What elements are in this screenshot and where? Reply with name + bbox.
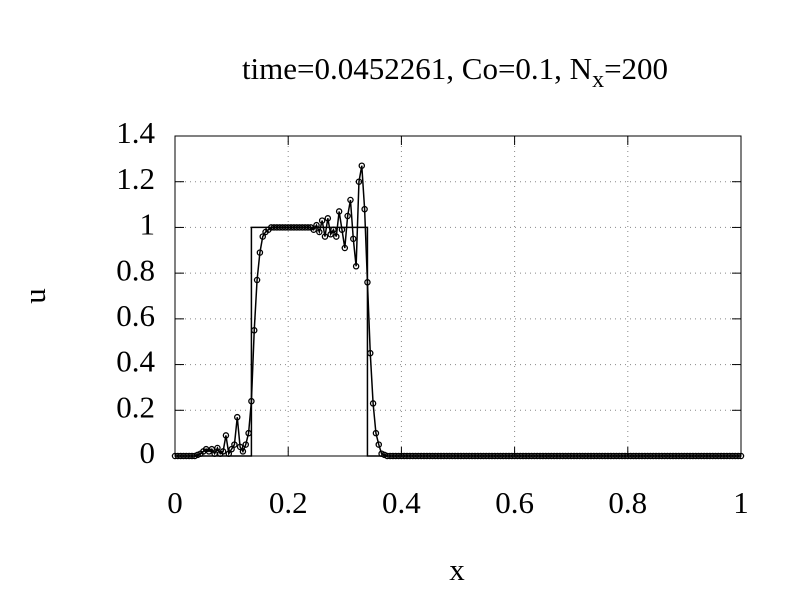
data-point xyxy=(208,445,216,453)
series-line xyxy=(175,165,741,457)
data-point xyxy=(347,196,354,204)
data-point xyxy=(335,208,343,215)
x-tick-label: 0.4 xyxy=(382,485,421,520)
data-point xyxy=(222,432,230,439)
data-point xyxy=(225,450,233,457)
data-point xyxy=(234,413,241,421)
data-point xyxy=(253,276,261,284)
data-point xyxy=(228,445,235,453)
data-point xyxy=(330,226,337,233)
y-axis-label: u xyxy=(17,288,52,304)
y-tick-label: 1.2 xyxy=(116,161,155,196)
data-point xyxy=(338,226,346,233)
data-point xyxy=(324,215,332,222)
data-point xyxy=(369,400,377,407)
data-point xyxy=(321,233,329,240)
data-point xyxy=(248,397,255,405)
data-point xyxy=(375,441,383,448)
x-tick-label: 0 xyxy=(167,485,183,520)
data-point xyxy=(245,429,252,437)
data-point xyxy=(358,162,366,169)
y-tick-label: 1 xyxy=(140,207,156,242)
data-point xyxy=(304,224,312,231)
data-point xyxy=(188,452,196,460)
data-point xyxy=(372,429,380,437)
series-line xyxy=(175,226,741,457)
data-point xyxy=(313,221,320,229)
y-tick-label: 0.6 xyxy=(116,298,155,333)
x-tick-label: 0.6 xyxy=(495,485,534,520)
data-point xyxy=(352,263,360,270)
data-point xyxy=(214,444,221,452)
data-point xyxy=(333,233,340,240)
data-point xyxy=(734,452,742,460)
data-point xyxy=(355,178,363,185)
y-tick-label: 0.2 xyxy=(116,389,155,424)
title-main: time=0.0452261, Co=0.1, N xyxy=(242,51,592,86)
title-suffix: =200 xyxy=(604,51,668,86)
data-point xyxy=(341,244,349,252)
title-subscript: x xyxy=(592,67,604,93)
data-point xyxy=(219,448,227,455)
y-tick-label: 1.4 xyxy=(116,115,155,150)
data-point xyxy=(259,233,266,240)
y-tick-label: 0.4 xyxy=(116,344,155,379)
chart-title: time=0.0452261, Co=0.1, Nx=200 xyxy=(242,51,668,92)
data-point xyxy=(364,279,371,286)
data-point xyxy=(344,212,351,220)
data-point xyxy=(316,228,323,236)
data-point xyxy=(350,235,357,243)
x-tick-label: 0.2 xyxy=(269,485,308,520)
data-point xyxy=(250,327,258,334)
y-tick-label: 0 xyxy=(140,435,156,470)
data-point xyxy=(239,448,247,455)
data-point xyxy=(367,349,374,357)
data-point xyxy=(327,231,334,238)
data-point xyxy=(256,249,264,256)
plot-frame xyxy=(174,135,742,457)
x-tick-label: 0.8 xyxy=(608,485,647,520)
data-point xyxy=(236,443,244,451)
x-tick-label: 1 xyxy=(733,485,749,520)
data-point xyxy=(310,226,317,233)
y-tick-label: 0.8 xyxy=(116,252,155,287)
data-point xyxy=(737,452,745,460)
x-axis-label: x xyxy=(449,552,465,587)
data-point xyxy=(242,441,249,448)
data-point xyxy=(361,205,368,213)
data-point xyxy=(231,441,238,448)
data-point xyxy=(318,217,326,224)
